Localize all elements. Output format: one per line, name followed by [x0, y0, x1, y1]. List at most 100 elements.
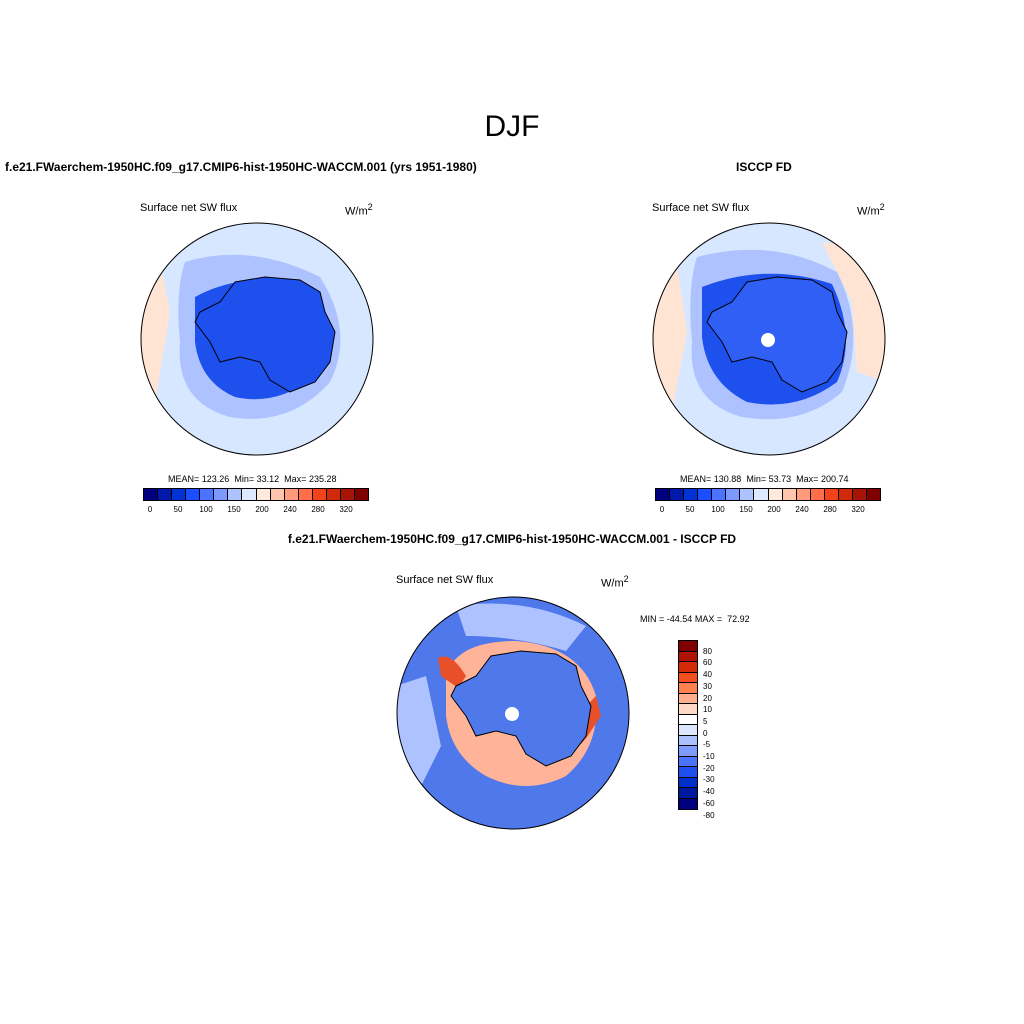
obs-stats: MEAN= 130.88 Min= 53.73 Max= 200.74: [680, 474, 849, 484]
model-colorbar-label: 240: [283, 505, 297, 514]
obs-colorbar-label: 100: [711, 505, 725, 514]
model-colorbar-label: 0: [147, 505, 153, 514]
obs-colorbar-swatch-14: [852, 489, 867, 500]
diff-colorbar-swatch-13: [679, 777, 697, 788]
obs-colorbar-swatch-12: [824, 489, 839, 500]
diff-colorbar-label: -30: [703, 775, 715, 785]
diff-stats: MIN = -44.54 MAX = 72.92: [640, 614, 750, 624]
model-colorbar-swatch-13: [326, 489, 341, 500]
diff-antarctica-fill: [451, 651, 591, 766]
diff-colorbar-label: 30: [703, 681, 712, 691]
obs-map: [652, 222, 886, 456]
obs-colorbar-swatch-8: [768, 489, 783, 500]
obs-colorbar-swatch-5: [726, 489, 741, 500]
model-colorbar-swatch-14: [340, 489, 355, 500]
diff-colorbar-swatch-4: [679, 683, 697, 694]
diff-colorbar-swatch-6: [679, 704, 697, 715]
obs-colorbar-label: 0: [659, 505, 665, 514]
model-colorbar-label: 200: [255, 505, 269, 514]
model-colorbar-swatch-1: [158, 489, 173, 500]
diff-colorbar-swatch-11: [679, 756, 697, 767]
model-stats: MEAN= 123.26 Min= 33.12 Max= 235.28: [168, 474, 337, 484]
obs-antarctica-fill: [707, 277, 847, 392]
diff-variable-label: Surface net SW flux: [396, 574, 494, 586]
obs-colorbar-swatch-3: [698, 489, 713, 500]
diff-colorbar-label: -80: [703, 810, 715, 820]
obs-panel-title: ISCCP FD: [736, 160, 792, 174]
model-colorbar-swatch-10: [284, 489, 299, 500]
model-colorbar-labels: 0 50 100 150 200 240 280 320: [143, 505, 369, 517]
diff-panel-title: f.e21.FWaerchem-1950HC.f09_g17.CMIP6-his…: [287, 532, 737, 546]
diff-units-label: W/m2: [601, 574, 629, 590]
model-map: [140, 222, 374, 456]
model-colorbar-swatch-4: [200, 489, 215, 500]
diff-colorbar-swatch-7: [679, 714, 697, 725]
model-colorbar: [143, 488, 369, 501]
diff-colorbar-label: -40: [703, 787, 715, 797]
model-colorbar-label: 50: [173, 505, 183, 514]
obs-colorbar-label: 320: [851, 505, 865, 514]
obs-colorbar-label: 200: [767, 505, 781, 514]
obs-variable-label: Surface net SW flux: [652, 202, 750, 214]
diff-colorbar-swatch-10: [679, 746, 697, 757]
season-title: DJF: [484, 110, 540, 143]
diff-coastline: [450, 650, 592, 767]
diff-colorbar-swatch-5: [679, 693, 697, 704]
model-colorbar-swatch-8: [256, 489, 271, 500]
diff-pole-missing-data: [505, 707, 519, 721]
obs-colorbar-swatch-15: [866, 489, 880, 500]
diff-colorbar-swatch-1: [679, 651, 697, 662]
obs-colorbar-label: 240: [795, 505, 809, 514]
diff-colorbar-swatch-15: [679, 798, 697, 809]
model-colorbar-label: 150: [227, 505, 241, 514]
model-colorbar-swatch-9: [270, 489, 285, 500]
diff-colorbar-label: -5: [703, 740, 711, 750]
diff-colorbar-label: 80: [703, 646, 712, 656]
obs-colorbar: [655, 488, 881, 501]
model-panel-title: f.e21.FWaerchem-1950HC.f09_g17.CMIP6-his…: [5, 160, 477, 174]
model-colorbar-swatch-2: [172, 489, 187, 500]
diff-colorbar-label: -20: [703, 763, 715, 773]
diff-colorbar-label: 10: [703, 705, 712, 715]
obs-colorbar-swatch-6: [740, 489, 755, 500]
model-colorbar-swatch-5: [214, 489, 229, 500]
obs-colorbar-label: 280: [823, 505, 837, 514]
obs-colorbar-swatch-9: [782, 489, 797, 500]
diff-colorbar-swatch-14: [679, 788, 697, 799]
obs-coastline: [706, 276, 848, 393]
diff-colorbar-swatch-2: [679, 662, 697, 673]
obs-colorbar-swatch-7: [754, 489, 769, 500]
model-colorbar-swatch-7: [242, 489, 257, 500]
diff-colorbar-swatch-3: [679, 672, 697, 683]
obs-units-label: W/m2: [857, 202, 885, 218]
obs-colorbar-swatch-2: [684, 489, 699, 500]
model-colorbar-swatch-6: [228, 489, 243, 500]
obs-colorbar-swatch-13: [838, 489, 853, 500]
model-coastline: [194, 276, 336, 393]
model-colorbar-swatch-11: [298, 489, 313, 500]
diff-colorbar-label: -10: [703, 752, 715, 761]
obs-colorbar-swatch-10: [796, 489, 811, 500]
diff-ring-strong-west: [438, 656, 466, 688]
diff-colorbar-label: -60: [703, 798, 715, 808]
model-colorbar-swatch-15: [354, 489, 368, 500]
diff-colorbar-label: 40: [703, 670, 712, 680]
obs-pole-missing-data: [761, 333, 775, 347]
model-colorbar-swatch-3: [186, 489, 201, 500]
diff-colorbar-label: 0: [703, 728, 708, 738]
obs-colorbar-swatch-4: [712, 489, 727, 500]
diff-colorbar-label: 5: [703, 716, 708, 726]
diff-colorbar-swatch-9: [679, 735, 697, 746]
obs-colorbar-swatch-1: [670, 489, 685, 500]
model-colorbar-swatch-0: [144, 489, 159, 500]
obs-colorbar-labels: 0 50 100 150 200 240 280 320: [655, 505, 881, 517]
diff-colorbar-swatch-0: [679, 641, 697, 652]
model-colorbar-label: 100: [199, 505, 213, 514]
model-variable-label: Surface net SW flux: [140, 202, 238, 214]
diff-colorbar-labels: 80 60 40 30 20 10 5 0 -5 -10 -20 -30 -40 -60 -80: [703, 640, 743, 830]
diff-colorbar: [678, 640, 698, 810]
model-colorbar-label: 280: [311, 505, 325, 514]
obs-colorbar-swatch-11: [810, 489, 825, 500]
obs-colorbar-label: 150: [739, 505, 753, 514]
obs-colorbar-label: 50: [685, 505, 695, 514]
